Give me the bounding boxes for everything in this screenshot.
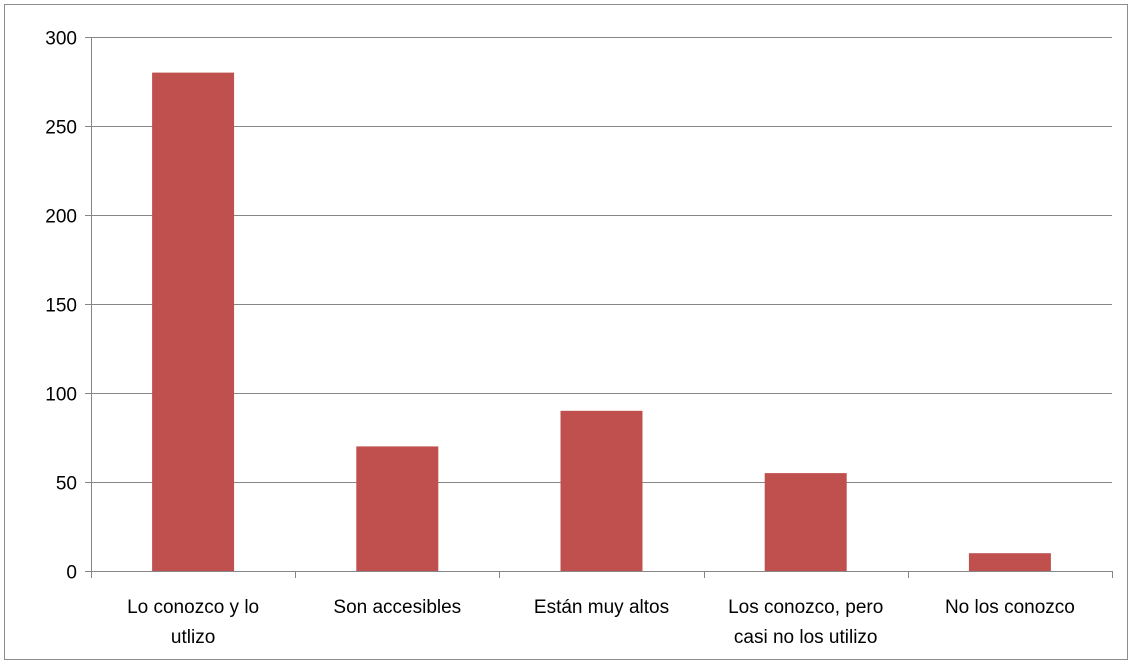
- bar: [969, 553, 1051, 571]
- bars: [152, 73, 1051, 571]
- y-tick-label: 200: [45, 207, 77, 228]
- y-tick-label: 150: [45, 296, 77, 317]
- y-tick-label: 300: [45, 29, 77, 50]
- bar: [152, 73, 234, 571]
- y-tick-labels: 0 50 100 150 200 250 300: [45, 29, 77, 584]
- x-tick-label: casi no los utilizo: [734, 627, 878, 648]
- x-tick-label: No los conozco: [945, 597, 1075, 618]
- x-tick-label: Son accesibles: [333, 597, 461, 618]
- x-tick-label: Los conozco, pero: [728, 597, 883, 618]
- bar: [356, 446, 438, 571]
- bar: [765, 473, 847, 571]
- x-tick-labels: Lo conozco y lo utlizo Son accesibles Están…: [127, 597, 1075, 648]
- y-tick-label: 50: [56, 474, 77, 495]
- bar: [561, 411, 643, 571]
- x-tick-label: utlizo: [171, 627, 215, 648]
- x-tick-label: Están muy altos: [534, 597, 669, 618]
- y-tick-label: 0: [66, 563, 77, 584]
- y-tick-label: 100: [45, 385, 77, 406]
- y-tick-label: 250: [45, 118, 77, 139]
- x-tick-label: Lo conozco y lo: [127, 597, 259, 618]
